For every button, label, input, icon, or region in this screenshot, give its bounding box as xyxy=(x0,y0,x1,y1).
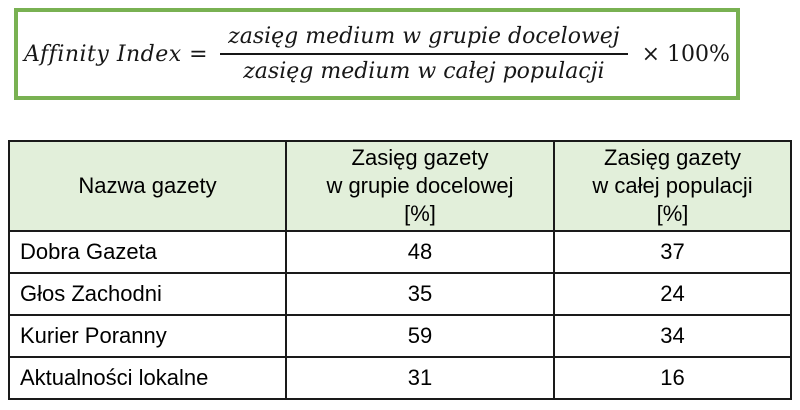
population-reach-cell: 37 xyxy=(553,230,792,274)
newspaper-reach-table: Nazwa gazety Zasięg gazety w grupie doce… xyxy=(8,140,792,400)
header-line: w całej populacji xyxy=(592,173,753,198)
header-line: [%] xyxy=(404,201,436,226)
population-reach-cell: 16 xyxy=(553,356,792,400)
target-reach-cell: 31 xyxy=(285,356,555,400)
fraction-numerator: zasięg medium w grupie docelowej xyxy=(220,24,628,55)
newspaper-name-cell: Aktualności lokalne xyxy=(8,356,287,400)
header-line: [%] xyxy=(656,201,689,226)
population-reach-cell: 24 xyxy=(553,272,792,316)
header-line: Zasięg gazety xyxy=(351,145,489,170)
column-header-newspaper-name: Nazwa gazety xyxy=(8,140,287,232)
formula-multiplier: × 100% xyxy=(641,41,730,67)
formula-lhs: Affinity Index = xyxy=(24,41,209,67)
header-line: Zasięg gazety xyxy=(604,145,741,170)
table-header-row: Nazwa gazety Zasięg gazety w grupie doce… xyxy=(8,140,792,232)
newspaper-name-cell: Głos Zachodni xyxy=(8,272,287,316)
newspaper-name-cell: Dobra Gazeta xyxy=(8,230,287,274)
target-reach-cell: 48 xyxy=(285,230,555,274)
table-row: Aktualności lokalne 31 16 xyxy=(8,356,792,400)
formula-fraction: zasięg medium w grupie docelowej zasięg … xyxy=(220,24,628,85)
table-row: Dobra Gazeta 48 37 xyxy=(8,230,792,274)
target-reach-cell: 35 xyxy=(285,272,555,316)
table-row: Kurier Poranny 59 34 xyxy=(8,314,792,358)
table-row: Głos Zachodni 35 24 xyxy=(8,272,792,316)
column-header-target-group-reach: Zasięg gazety w grupie docelowej [%] xyxy=(285,140,555,232)
newspaper-name-cell: Kurier Poranny xyxy=(8,314,287,358)
target-reach-cell: 59 xyxy=(285,314,555,358)
affinity-index-formula: Affinity Index = zasięg medium w grupie … xyxy=(14,8,740,100)
header-line: Nazwa gazety xyxy=(78,173,217,198)
column-header-population-reach: Zasięg gazety w całej populacji [%] xyxy=(553,140,792,232)
population-reach-cell: 34 xyxy=(553,314,792,358)
fraction-denominator: zasięg medium w całej populacji xyxy=(243,59,605,84)
header-line: w grupie docelowej xyxy=(326,173,514,198)
